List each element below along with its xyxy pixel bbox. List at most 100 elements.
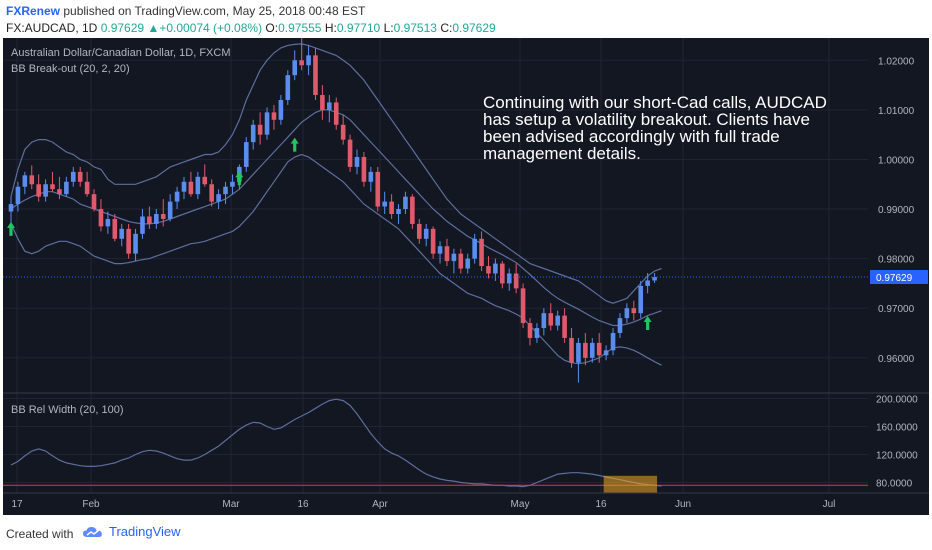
candle-body: [396, 209, 401, 214]
symbol-label: FX:AUDCAD, 1D: [6, 21, 98, 35]
candle-body: [638, 285, 644, 314]
candle-body: [403, 196, 408, 210]
candle-body: [50, 184, 55, 190]
price-tick-label: 0.96000: [878, 354, 915, 365]
buy-signal-arrow: [290, 137, 299, 152]
candle-body: [410, 196, 415, 224]
candle-body: [91, 194, 97, 210]
time-tick-label: Jul: [823, 499, 836, 510]
candle-body: [243, 142, 249, 167]
candle-body: [624, 308, 630, 319]
candle-body: [154, 214, 159, 224]
low-label: L:: [383, 21, 394, 35]
annotation-text: Continuing with our short-Cad calls, AUD…: [483, 93, 827, 163]
candle-body: [534, 328, 540, 338]
candle-body: [292, 60, 298, 76]
lower-pane-tick-label: 200.0000: [876, 395, 918, 406]
candles: [8, 38, 657, 383]
last-price-tag: [870, 270, 928, 285]
publish-info: FXRenew published on TradingView.com, Ma…: [6, 4, 365, 18]
candle-body: [98, 209, 104, 227]
candle-body: [583, 342, 588, 358]
candle-body: [174, 191, 180, 202]
candle-body: [15, 186, 21, 205]
candle-body: [423, 228, 429, 239]
candle-body: [327, 102, 332, 110]
candle-body: [555, 315, 560, 326]
candle-body: [375, 171, 381, 207]
lower-pane-tick-label: 160.0000: [876, 423, 918, 434]
close-label: C:: [440, 21, 453, 35]
candle-body: [389, 201, 394, 214]
candle-body: [645, 280, 650, 286]
candle-body: [652, 276, 657, 281]
buy-signals: [7, 137, 652, 331]
price-tick-label: 1.00000: [878, 155, 915, 166]
candle-body: [250, 124, 256, 143]
candle-body: [493, 263, 498, 274]
candle-body: [202, 176, 208, 185]
candle-body: [416, 223, 422, 239]
open-value: 0.97555: [278, 21, 322, 35]
candle-body: [576, 342, 581, 363]
candle-body: [257, 124, 263, 135]
candle-body: [430, 228, 436, 254]
candle-body: [126, 228, 131, 254]
candle-body: [451, 253, 457, 262]
candle-body: [603, 350, 609, 356]
candle-body: [617, 318, 623, 333]
candle-body: [500, 263, 505, 284]
candle-body: [347, 139, 353, 167]
candle-body: [354, 156, 360, 167]
buy-signal-arrow: [7, 221, 15, 236]
low-value: 0.97513: [393, 21, 437, 35]
time-tick-label: 16: [297, 499, 309, 510]
cloud-icon: [83, 526, 102, 537]
chart-area[interactable]: 0.97629 1.02000 1.01000 1.00000 0.99000 0.98…: [3, 38, 929, 515]
candle-body: [479, 238, 484, 267]
time-tick-label: Apr: [372, 499, 388, 510]
candle-body: [333, 102, 339, 125]
chart-canvas[interactable]: 0.97629 1.02000 1.01000 1.00000 0.99000 0.98…: [3, 38, 929, 515]
candle-body: [70, 171, 76, 182]
publisher-name[interactable]: FXRenew: [6, 4, 61, 18]
price-tick-label: 0.97000: [878, 304, 915, 315]
candle-body: [8, 204, 14, 212]
candle-body: [64, 181, 69, 195]
candle-body: [631, 308, 637, 314]
lower-pane-indicator: BB Rel Width (20, 100): [11, 404, 124, 416]
candle-body: [548, 313, 554, 326]
close-value: 0.97629: [452, 21, 496, 35]
candle-body: [368, 171, 374, 182]
candle-body: [195, 176, 201, 195]
candle-body: [105, 218, 111, 227]
open-label: O:: [265, 21, 279, 35]
candle-body: [140, 216, 145, 234]
candle-body: [486, 266, 491, 274]
created-with-label: Created with: [6, 527, 74, 541]
time-tick-label: 17: [11, 499, 23, 510]
candle-body: [610, 332, 616, 351]
candle-body: [569, 337, 574, 363]
time-tick-label: Mar: [222, 499, 240, 510]
candle-body: [84, 181, 90, 195]
upper-band-line: [10, 43, 662, 304]
candle-body: [527, 323, 533, 338]
candle-body: [29, 175, 35, 185]
candle-body: [209, 184, 214, 202]
candle-body: [278, 99, 284, 120]
tradingview-brand[interactable]: TradingView: [109, 524, 181, 539]
last-price-tag-label: 0.97629: [876, 273, 913, 284]
candle-body: [147, 216, 152, 224]
bb-rel-width-pane: [3, 398, 868, 493]
last-price-line: 0.97629: [3, 270, 928, 285]
tradingview-logo[interactable]: TradingView: [83, 524, 181, 539]
grid-lines: [3, 38, 929, 493]
lower-pane-tick-label: 120.0000: [876, 451, 918, 462]
published-text: published on TradingView.com, May 25, 20…: [63, 4, 366, 18]
price-change: +0.00074 (+0.08%): [159, 21, 263, 35]
price-tick-label: 1.01000: [878, 106, 915, 117]
candle-body: [313, 55, 318, 96]
candle-body: [562, 315, 567, 338]
candle-body: [223, 186, 228, 195]
